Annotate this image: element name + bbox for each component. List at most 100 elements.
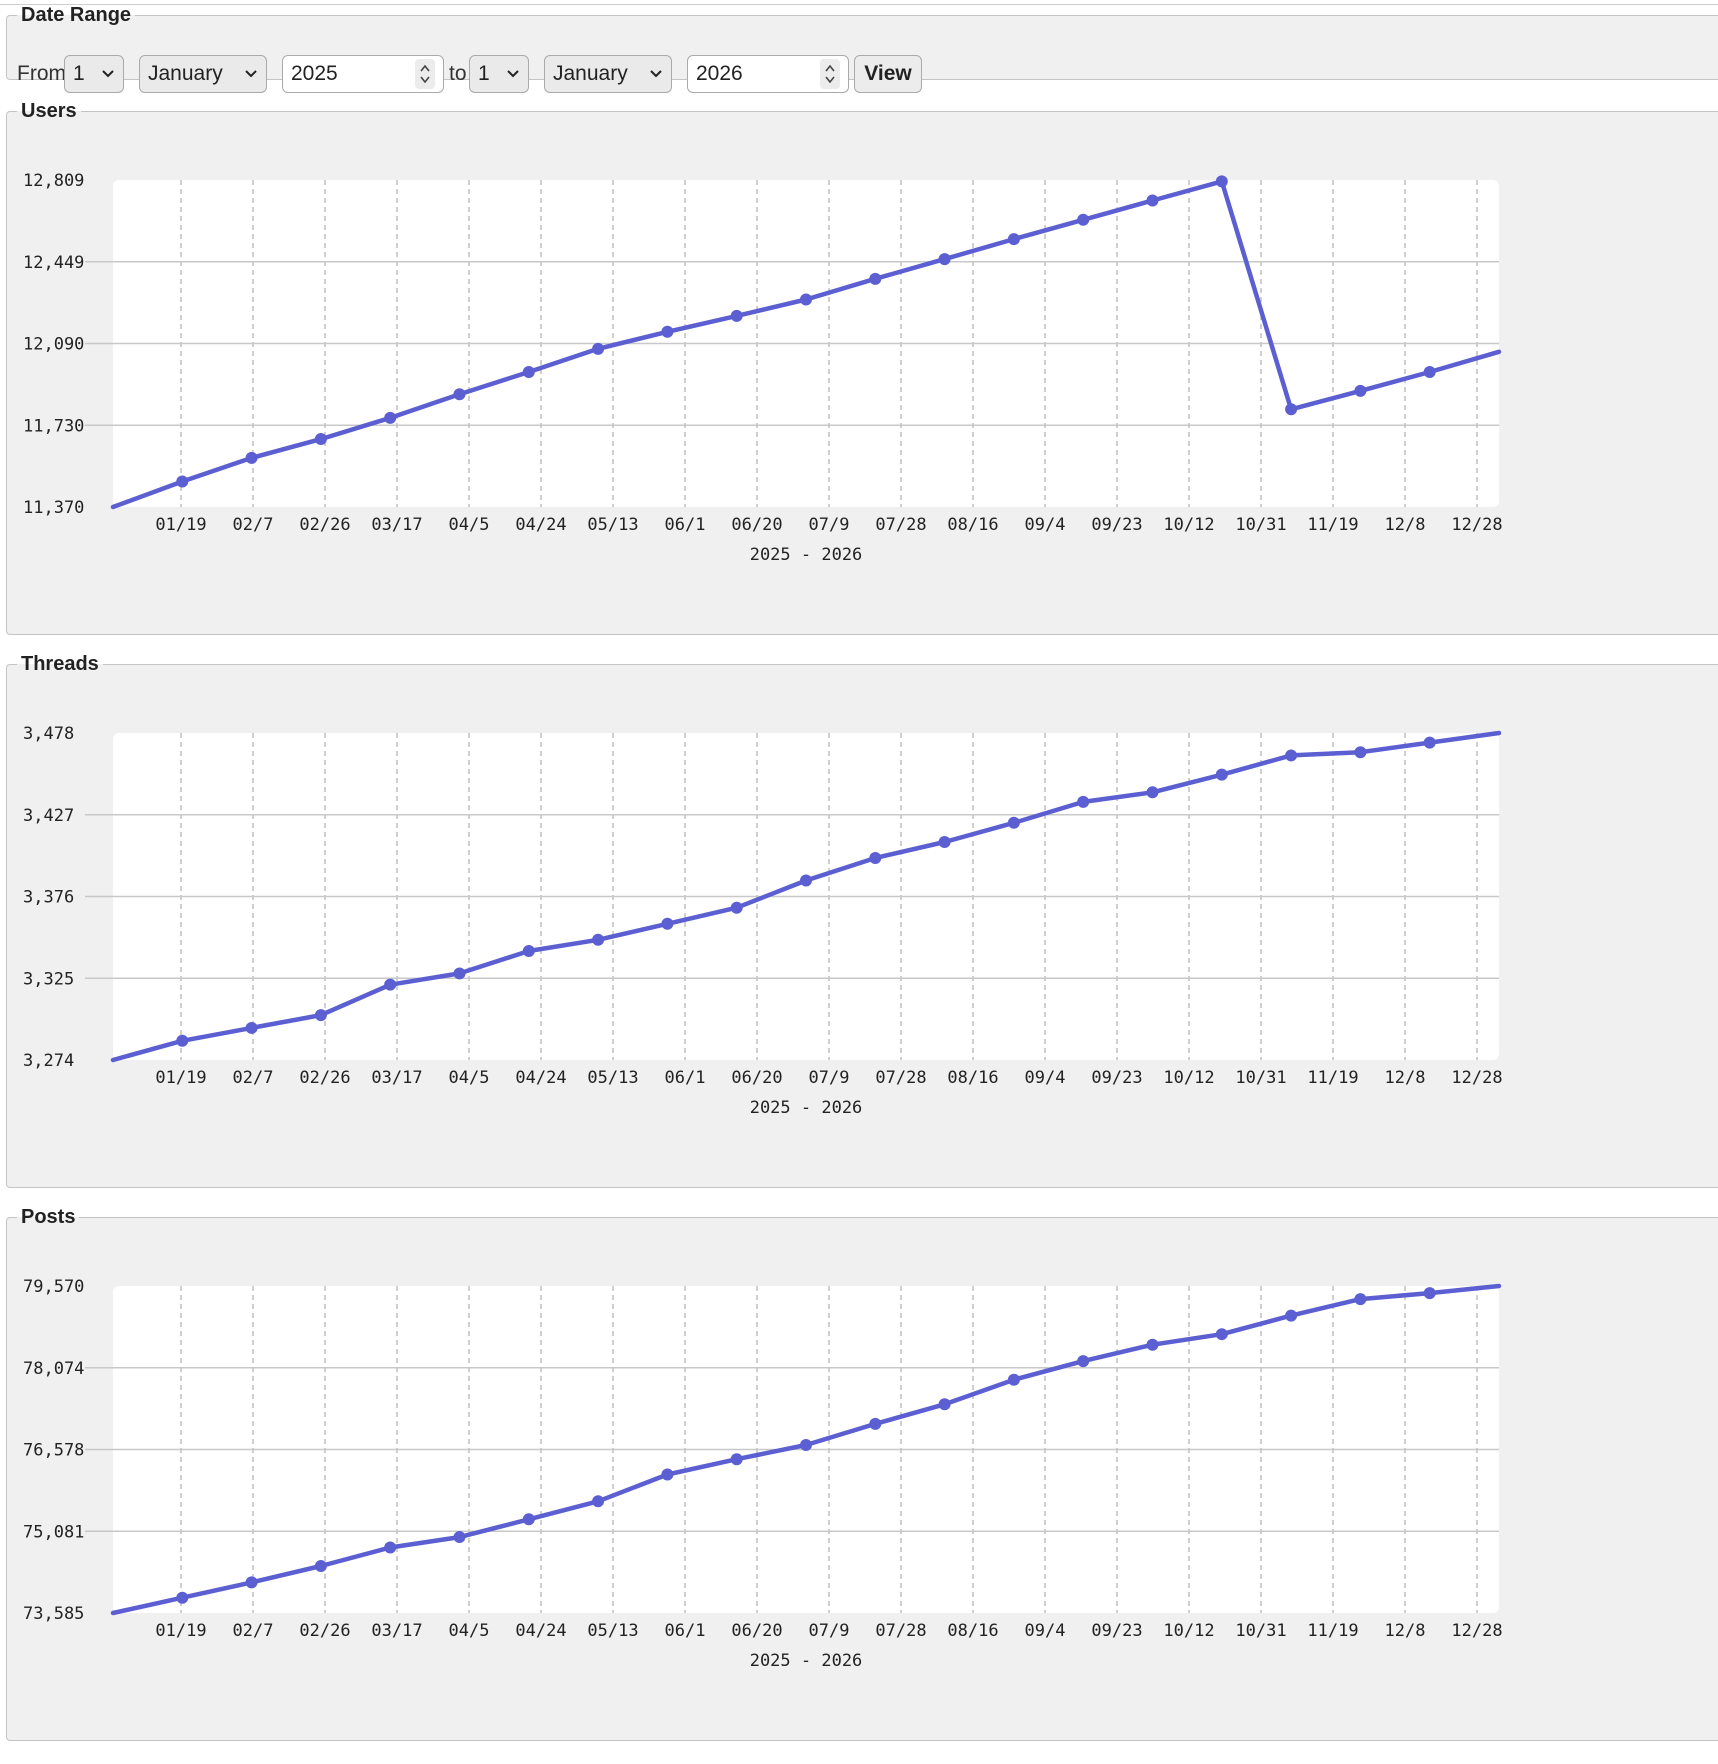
x-tick-label: 01/19 — [155, 515, 206, 535]
x-tick-label: 06/1 — [665, 1068, 706, 1088]
data-point — [661, 1468, 674, 1481]
x-tick-label: 03/17 — [371, 515, 422, 535]
to-label: to — [449, 62, 467, 85]
data-point — [730, 309, 743, 322]
data-point — [1007, 1373, 1020, 1386]
x-tick-label: 07/28 — [875, 1068, 926, 1088]
chevron-down-icon — [650, 70, 662, 78]
data-point — [1215, 175, 1228, 188]
data-point — [1285, 403, 1298, 416]
threads-legend: Threads — [21, 653, 99, 675]
x-tick-label: 03/17 — [371, 1621, 422, 1641]
from-year-value: 2025 — [291, 62, 338, 85]
x-tick-label: 06/20 — [731, 1068, 782, 1088]
x-tick-label: 10/12 — [1163, 1068, 1214, 1088]
data-point — [1423, 366, 1436, 379]
x-tick-label: 10/12 — [1163, 1621, 1214, 1641]
x-tick-label: 02/7 — [233, 515, 274, 535]
data-point — [1285, 749, 1298, 762]
from-year-input[interactable]: 2025 — [282, 55, 444, 93]
x-axis-label: 2025 - 2026 — [750, 545, 863, 565]
date-range-panel: Date Range From 1 January 2025 to 1 Janu… — [6, 4, 1718, 93]
from-day-select[interactable]: 1 — [64, 55, 124, 93]
x-tick-label: 07/28 — [875, 515, 926, 535]
from-label: From — [17, 62, 66, 85]
data-point — [1215, 1328, 1228, 1341]
threads-panel: Threads 01/19 02/7 02/26 03/17 04/5 04/24 05/1… — [6, 653, 1718, 1188]
users-chart: 01/19 02/7 02/26 03/17 04/5 04/24 05/13 06/1 06/… — [23, 171, 1503, 565]
x-tick-label: 11/19 — [1307, 1621, 1358, 1641]
data-point — [730, 1453, 743, 1466]
data-point — [245, 451, 258, 464]
data-point — [592, 1495, 605, 1508]
to-month-select[interactable]: January — [544, 55, 672, 93]
x-tick-label: 09/23 — [1091, 515, 1142, 535]
x-tick-label: 10/31 — [1235, 1068, 1286, 1088]
from-month-select[interactable]: January — [139, 55, 267, 93]
y-tick-label: 3,427 — [23, 806, 74, 826]
x-tick-label: 02/7 — [233, 1068, 274, 1088]
threads-chart: 01/19 02/7 02/26 03/17 04/5 04/24 05/13 06/1 06/… — [23, 724, 1503, 1118]
y-tick-label: 12,090 — [23, 335, 84, 355]
x-tick-label: 12/8 — [1385, 515, 1426, 535]
y-tick-label: 76,578 — [23, 1441, 84, 1461]
x-tick-label: 07/9 — [809, 1068, 850, 1088]
x-tick-label: 12/28 — [1451, 1621, 1502, 1641]
data-point — [869, 272, 882, 285]
posts-legend: Posts — [21, 1206, 76, 1228]
x-tick-label: 12/28 — [1451, 515, 1502, 535]
x-axis-label: 2025 - 2026 — [750, 1651, 863, 1671]
data-point — [453, 1531, 466, 1544]
y-tick-label: 11,370 — [23, 498, 84, 518]
data-point — [938, 253, 951, 266]
x-tick-label: 01/19 — [155, 1068, 206, 1088]
y-tick-label: 3,325 — [23, 969, 74, 989]
data-point — [1285, 1309, 1298, 1322]
x-tick-label: 04/24 — [515, 1621, 566, 1641]
x-tick-label: 12/8 — [1385, 1068, 1426, 1088]
data-point — [730, 901, 743, 914]
x-tick-label: 02/26 — [299, 515, 350, 535]
users-legend: Users — [21, 100, 77, 122]
x-tick-label: 04/5 — [449, 1068, 490, 1088]
data-point — [592, 342, 605, 355]
y-tick-label: 79,570 — [23, 1277, 84, 1297]
view-button[interactable]: View — [854, 55, 922, 93]
y-tick-label: 75,081 — [23, 1522, 84, 1542]
x-tick-label: 05/13 — [587, 1068, 638, 1088]
y-tick-label: 3,274 — [23, 1051, 74, 1071]
data-point — [938, 1398, 951, 1411]
data-point — [522, 1513, 535, 1526]
data-point — [1423, 1287, 1436, 1300]
date-range-legend: Date Range — [21, 4, 132, 26]
chevron-down-icon — [507, 70, 519, 78]
data-point — [1354, 1293, 1367, 1306]
x-tick-label: 04/24 — [515, 515, 566, 535]
y-tick-label: 3,478 — [23, 724, 74, 744]
data-point — [176, 1591, 189, 1604]
data-point — [592, 933, 605, 946]
posts-chart: 01/19 02/7 02/26 03/17 04/5 04/24 05/13 06/1 06/… — [23, 1277, 1503, 1671]
to-year-input[interactable]: 2026 — [687, 55, 849, 93]
y-tick-label: 73,585 — [23, 1604, 84, 1624]
x-tick-label: 03/17 — [371, 1068, 422, 1088]
data-point — [1077, 1355, 1090, 1368]
x-tick-label: 10/31 — [1235, 1621, 1286, 1641]
spinner-icon[interactable] — [820, 59, 840, 89]
x-tick-label: 07/9 — [809, 515, 850, 535]
data-point — [1007, 233, 1020, 246]
data-point — [800, 874, 812, 887]
data-point — [869, 1417, 882, 1430]
chevron-down-icon — [102, 70, 114, 78]
users-panel: Users 01/19 02/7 02/26 03/17 04/5 04/24 05/13 0… — [6, 100, 1718, 635]
data-point — [800, 293, 812, 306]
spinner-icon[interactable] — [415, 59, 435, 89]
y-tick-label: 11,730 — [23, 416, 84, 436]
to-day-value: 1 — [478, 62, 490, 85]
data-point — [1146, 786, 1159, 799]
x-tick-label: 09/4 — [1025, 1621, 1066, 1641]
to-day-select[interactable]: 1 — [469, 55, 529, 93]
y-tick-label: 12,809 — [23, 171, 84, 191]
data-point — [314, 1009, 327, 1022]
data-point — [800, 1438, 812, 1451]
